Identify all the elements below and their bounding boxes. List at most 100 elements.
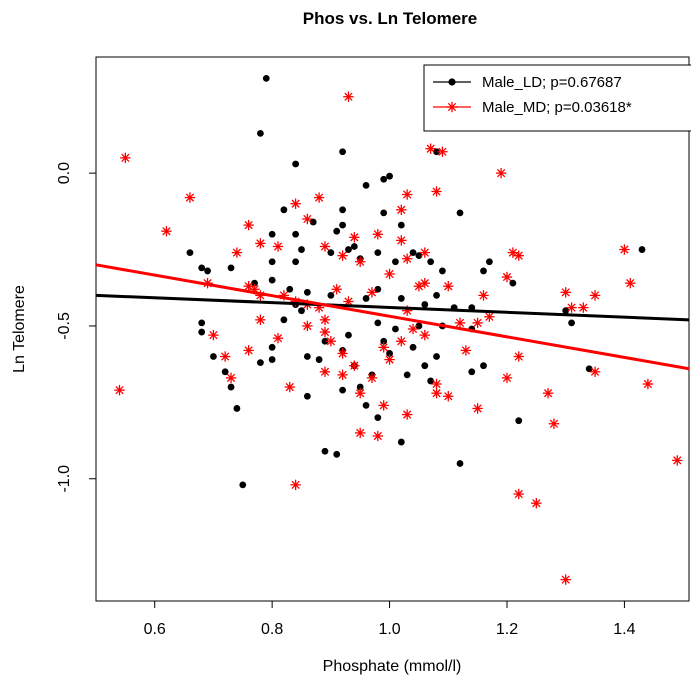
- regression-line-male-md: [95, 263, 690, 371]
- regression-line-male-ld: [95, 293, 690, 322]
- data-point: [409, 249, 417, 256]
- data-point: [345, 331, 352, 339]
- data-point: [339, 206, 346, 214]
- data-point: [589, 290, 601, 301]
- chart-title: Phos vs. Ln Telomere: [303, 9, 477, 28]
- legend-ld-label: Male_LD; p=0.67687: [482, 74, 622, 91]
- data-point: [542, 387, 554, 399]
- data-point: [315, 356, 323, 363]
- data-point: [568, 319, 575, 327]
- data-point: [333, 450, 341, 458]
- legend-ld-marker: [448, 78, 456, 86]
- data-point: [227, 264, 235, 272]
- data-point: [374, 249, 382, 256]
- data-point: [419, 329, 430, 341]
- data-point: [421, 301, 429, 308]
- y-axis-label: Ln Telomere: [11, 285, 28, 373]
- data-point: [415, 252, 423, 260]
- data-point: [515, 417, 523, 425]
- data-point: [397, 221, 405, 229]
- y-tick-label: 0.0: [56, 162, 73, 184]
- data-point: [355, 427, 366, 439]
- data-point: [480, 362, 487, 370]
- data-point: [284, 381, 295, 393]
- data-point: [501, 372, 513, 384]
- data-point: [485, 258, 493, 266]
- data-point: [548, 418, 560, 429]
- data-point: [233, 405, 241, 412]
- data-point: [456, 460, 464, 467]
- data-point: [531, 498, 542, 509]
- data-point: [161, 226, 172, 237]
- data-point: [672, 455, 683, 466]
- data-point: [325, 336, 337, 347]
- data-point: [303, 353, 311, 360]
- data-point: [319, 366, 331, 377]
- data-point: [378, 400, 389, 411]
- data-point: [339, 148, 346, 156]
- data-point: [456, 209, 464, 217]
- data-point: [578, 302, 589, 313]
- data-point: [460, 345, 472, 356]
- data-point: [319, 326, 331, 338]
- legend-md-marker: [446, 101, 458, 113]
- data-point: [219, 351, 231, 362]
- data-point: [286, 285, 294, 293]
- data-point: [401, 409, 413, 420]
- data-point: [204, 267, 211, 275]
- data-point: [255, 314, 266, 326]
- data-point: [443, 391, 454, 402]
- data-point: [472, 403, 483, 414]
- data-point: [303, 288, 311, 296]
- data-point: [638, 246, 646, 253]
- y-tick-label: -1.0: [56, 465, 73, 493]
- data-point: [280, 316, 288, 324]
- data-point: [409, 343, 417, 351]
- data-point: [585, 365, 593, 373]
- data-point: [431, 387, 442, 399]
- data-point: [562, 307, 570, 315]
- data-point: [433, 291, 440, 299]
- data-point: [339, 386, 346, 394]
- data-point: [401, 189, 413, 200]
- data-point: [208, 329, 219, 341]
- data-point: [227, 383, 235, 391]
- data-point: [337, 348, 348, 359]
- data-point: [292, 160, 300, 168]
- data-point: [433, 148, 440, 156]
- data-point: [262, 74, 270, 82]
- data-point: [396, 204, 407, 216]
- data-point: [333, 227, 341, 235]
- data-point: [290, 479, 301, 491]
- data-point: [437, 146, 448, 157]
- data-point: [186, 249, 194, 256]
- data-point: [484, 311, 495, 322]
- data-point: [362, 181, 370, 189]
- data-point: [427, 377, 435, 385]
- data-point: [198, 264, 206, 272]
- data-point: [397, 438, 405, 446]
- regression-lines: [95, 263, 690, 371]
- y-tick-label: -0.5: [56, 312, 73, 340]
- data-point: [513, 488, 524, 500]
- data-point: [513, 351, 524, 362]
- x-tick-label: 0.8: [261, 621, 283, 638]
- data-point: [350, 243, 358, 250]
- data-point: [356, 383, 364, 391]
- data-point: [268, 343, 276, 351]
- x-tick-label: 1.0: [378, 621, 400, 638]
- data-point: [221, 368, 229, 376]
- data-point: [407, 323, 419, 335]
- data-point: [198, 319, 206, 327]
- data-point: [292, 258, 300, 266]
- data-point: [184, 192, 196, 203]
- data-point: [443, 281, 454, 292]
- data-point: [302, 320, 313, 332]
- data-point: [251, 279, 258, 287]
- data-point: [355, 387, 366, 399]
- data-point: [239, 481, 247, 489]
- data-point: [366, 372, 378, 384]
- data-point: [302, 213, 313, 225]
- legend-box: [423, 64, 691, 132]
